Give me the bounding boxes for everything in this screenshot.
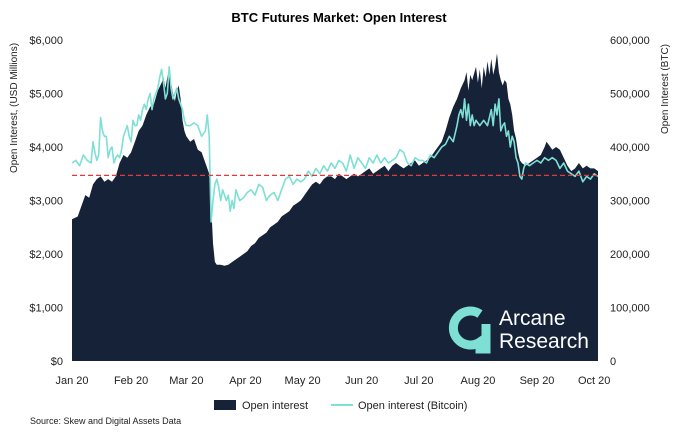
right-tick-label: 100,000 [610, 303, 650, 315]
x-tick-label: Sep 20 [520, 375, 555, 387]
source-note: Source: Skew and Digital Assets Data [30, 416, 181, 426]
x-tick-label: Jul 20 [404, 375, 433, 387]
left-tick-label: $0 [51, 356, 63, 368]
x-tick-label: Jun 20 [345, 375, 378, 387]
logo-text-line2: Research [499, 330, 589, 353]
right-axis-ticks: 0 100,000 200,000 300,000 400,000 500,000 600,… [610, 35, 650, 368]
x-tick-label: Mar 20 [169, 375, 203, 387]
plot-area [71, 53, 599, 362]
x-tick-label: Apr 20 [229, 375, 261, 387]
right-tick-label: 0 [610, 356, 616, 368]
right-tick-label: 400,000 [610, 142, 650, 154]
series-area-open-interest [72, 53, 598, 362]
logo-text-line1: Arcane [499, 307, 566, 330]
x-tick-label: Aug 20 [460, 375, 495, 387]
left-tick-label: $2,000 [29, 249, 63, 261]
left-axis-ticks: $0 $1,000 $2,000 $3,000 $4,000 $5,000 $6,000 [29, 35, 63, 368]
right-tick-label: 200,000 [610, 249, 650, 261]
x-tick-label: May 20 [285, 375, 321, 387]
right-tick-label: 600,000 [610, 35, 650, 47]
arcane-logo: Arcane Research [448, 306, 589, 354]
left-tick-label: $6,000 [29, 35, 63, 47]
left-tick-label: $4,000 [29, 142, 63, 154]
legend-label-open-interest-btc: Open interest (Bitcoin) [358, 400, 467, 412]
left-axis-label: Open Interest, (USD Millions) [9, 43, 20, 173]
left-tick-label: $1,000 [29, 303, 63, 315]
arcane-logo-icon [448, 306, 491, 354]
left-tick-label: $5,000 [29, 89, 63, 101]
legend-label-open-interest: Open interest [242, 400, 308, 412]
x-tick-label: Oct 20 [578, 375, 610, 387]
legend-swatch-open-interest [214, 400, 236, 410]
right-tick-label: 500,000 [610, 89, 650, 101]
x-axis-ticks: Jan 20 Feb 20 Mar 20 Apr 20 May 20 Jun 20 Jul … [55, 375, 610, 387]
right-tick-label: 300,000 [610, 196, 650, 208]
series-line-open-interest-btc [71, 66, 599, 223]
chart-title: BTC Futures Market: Open Interest [231, 10, 447, 25]
left-tick-label: $3,000 [29, 196, 63, 208]
right-axis-label: Open Interest (BTC) [660, 44, 671, 134]
x-tick-label: Jan 20 [55, 375, 88, 387]
legend: Open interest Open interest (Bitcoin) [214, 400, 467, 412]
x-tick-label: Feb 20 [114, 375, 148, 387]
